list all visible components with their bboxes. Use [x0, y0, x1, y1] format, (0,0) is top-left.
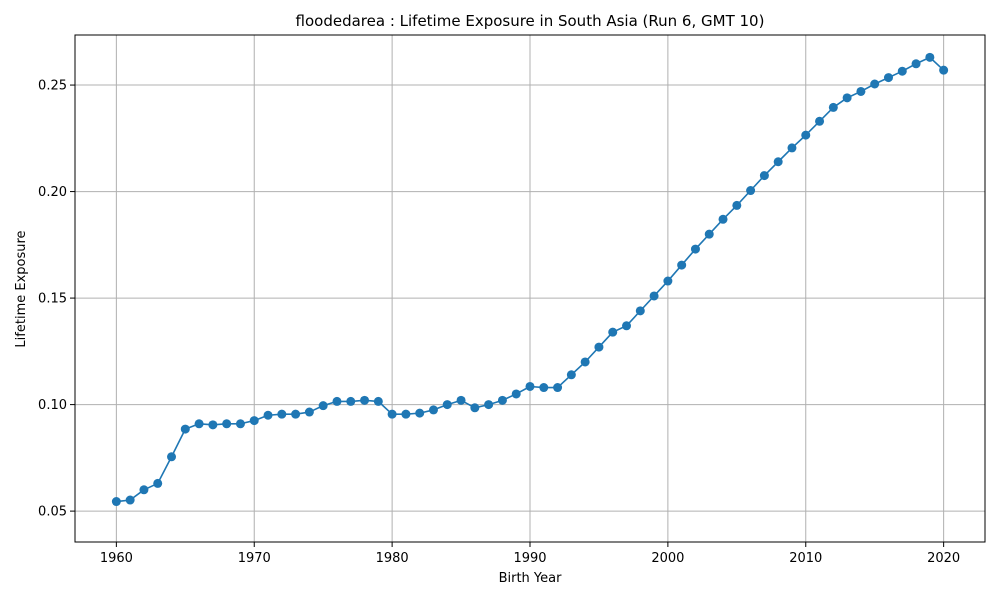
data-point-1986	[470, 403, 480, 413]
data-point-1987	[484, 400, 494, 410]
data-point-2007	[759, 171, 769, 181]
data-point-1972	[277, 409, 287, 419]
data-point-1985	[456, 395, 466, 405]
data-point-1960	[111, 497, 121, 507]
data-point-2006	[746, 186, 756, 196]
data-point-2013	[842, 93, 852, 103]
ticks: 1960 1970 1980 1990 2000 2010 2020 0.05 0.10 0.15…	[38, 79, 960, 566]
data-point-1975	[318, 401, 328, 411]
data-point-2009	[787, 143, 797, 153]
data-point-2010	[801, 130, 811, 140]
x-tick-label: 1970	[238, 551, 271, 566]
data-point-1979	[373, 396, 383, 406]
x-tick-label: 2020	[927, 551, 960, 566]
data-point-1998	[635, 306, 645, 316]
data-point-1971	[263, 410, 273, 420]
data-point-2012	[828, 102, 838, 112]
y-tick-label: 0.05	[38, 505, 67, 520]
data-point-1974	[304, 407, 314, 417]
data-point-2000	[663, 276, 673, 286]
data-point-2011	[815, 116, 825, 126]
data-point-1970	[249, 416, 259, 426]
data-point-1962	[139, 485, 149, 495]
data-point-2002	[690, 244, 700, 254]
data-point-2005	[732, 200, 742, 210]
data-point-1967	[208, 420, 218, 430]
data-point-1997	[622, 321, 632, 331]
data-point-2014	[856, 86, 866, 96]
data-point-1965	[180, 424, 190, 434]
data-point-2003	[704, 229, 714, 239]
data-point-1991	[539, 383, 549, 393]
data-point-2008	[773, 157, 783, 167]
data-point-1961	[125, 495, 135, 505]
y-tick-label: 0.25	[38, 79, 67, 94]
data-point-1999	[649, 291, 659, 301]
data-point-1993	[566, 370, 576, 380]
data-point-1989	[511, 389, 521, 399]
data-point-1977	[346, 396, 356, 406]
data-point-2017	[897, 66, 907, 76]
data-point-2018	[911, 59, 921, 69]
data-point-2001	[677, 260, 687, 270]
data-point-1988	[497, 395, 507, 405]
y-axis-label: Lifetime Exposure	[14, 230, 29, 347]
data-point-1994	[580, 357, 590, 367]
data-point-1990	[525, 381, 535, 391]
data-point-1980	[387, 409, 397, 419]
x-tick-label: 1960	[100, 551, 133, 566]
data-point-1981	[401, 409, 411, 419]
data-point-1973	[291, 409, 301, 419]
data-point-1976	[332, 396, 342, 406]
data-point-2016	[883, 73, 893, 83]
x-tick-label: 2000	[651, 551, 684, 566]
data-point-1966	[194, 419, 204, 429]
data-point-1968	[222, 419, 232, 429]
x-axis-label: Birth Year	[499, 571, 563, 586]
y-tick-label: 0.10	[38, 398, 67, 413]
data-point-1995	[594, 342, 604, 352]
data-point-1964	[167, 452, 177, 462]
data-point-2004	[718, 214, 728, 224]
chart-title: floodedarea : Lifetime Exposure in South…	[296, 12, 765, 30]
data-point-2020	[939, 65, 949, 75]
data-point-1969	[235, 419, 245, 429]
x-tick-label: 2010	[789, 551, 822, 566]
data-point-1982	[415, 408, 425, 418]
x-tick-label: 1990	[513, 551, 546, 566]
data-point-1963	[153, 478, 163, 488]
series-exposure	[111, 52, 949, 507]
data-point-1992	[553, 383, 563, 393]
y-tick-label: 0.20	[38, 185, 67, 200]
data-point-2015	[870, 79, 880, 89]
data-point-1996	[608, 327, 618, 337]
data-point-1978	[360, 395, 370, 405]
data-point-1983	[428, 405, 438, 415]
data-point-2019	[925, 52, 935, 62]
grid	[75, 35, 985, 542]
x-tick-label: 1980	[376, 551, 409, 566]
y-tick-label: 0.15	[38, 292, 67, 307]
data-point-1984	[442, 400, 452, 410]
